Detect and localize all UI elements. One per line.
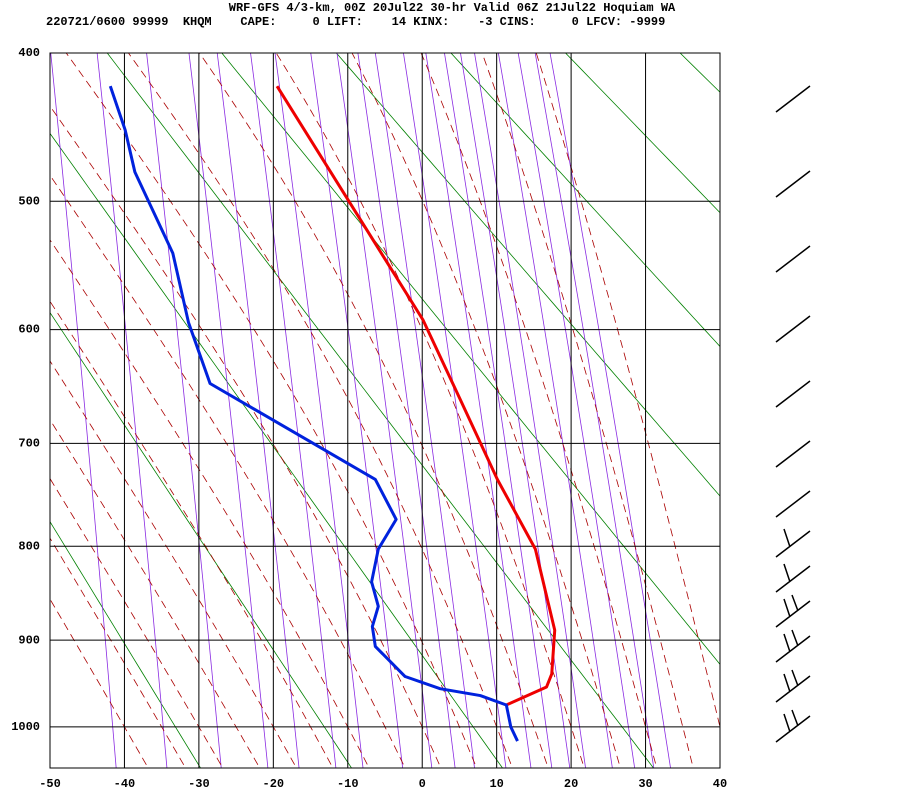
moist-adiabat (50, 300, 334, 768)
y-tick-label: 400 (18, 46, 40, 60)
chart-title: WRF-GFS 4/3-km, 00Z 20Jul22 30-hr Valid … (229, 1, 676, 15)
mixing-ratio-line (517, 53, 636, 768)
wind-barb (775, 709, 811, 743)
wind-barb (775, 380, 811, 408)
moist-adiabat (50, 477, 224, 768)
y-tick-label: 600 (18, 323, 40, 337)
wind-barbs (775, 85, 811, 743)
y-tick-label: 800 (18, 539, 40, 553)
mixing-ratio-line (357, 53, 456, 768)
x-tick-label: -50 (39, 777, 61, 791)
profile-line (275, 85, 557, 707)
moist-adiabat (50, 598, 149, 768)
x-tick-label: 10 (489, 777, 503, 791)
x-tick-label: -10 (337, 777, 359, 791)
x-tick-label: -20 (263, 777, 285, 791)
mixing-ratio-line (310, 53, 404, 768)
dry-adiabat (891, 37, 900, 776)
wind-barb (775, 629, 811, 663)
mixing-ratio-line (50, 53, 117, 768)
mixing-ratio-line (460, 53, 571, 768)
moist-adiabat (50, 419, 261, 768)
wind-barb (775, 594, 811, 628)
moist-adiabat (481, 53, 694, 768)
mixing-ratio-line (374, 53, 475, 768)
y-tick-label: 500 (18, 194, 40, 208)
x-tick-label: 30 (638, 777, 652, 791)
dry-adiabat (50, 311, 353, 768)
dry-adiabat (335, 53, 720, 497)
moist-adiabat (50, 537, 187, 768)
mixing-ratio-line (216, 53, 300, 768)
moist-adiabat (351, 53, 621, 768)
dry-adiabat (50, 132, 503, 768)
wind-barb (775, 563, 811, 593)
dry-adiabat (564, 53, 720, 214)
mixing-ratio-line (549, 53, 671, 768)
moist-adiabat (535, 53, 720, 729)
mixing-ratio-line (444, 53, 553, 768)
mixing-ratio-line (250, 53, 337, 768)
x-tick-label: -30 (188, 777, 210, 791)
wind-barb (775, 490, 811, 518)
wind-barb (775, 85, 811, 113)
dry-adiabat (777, 37, 900, 776)
dry-adiabat (50, 520, 202, 768)
mixing-ratio-line (188, 53, 269, 768)
moist-adiabat (127, 53, 513, 768)
wind-barb (775, 528, 811, 558)
dry-adiabat (106, 53, 654, 768)
moist-adiabat (198, 53, 549, 768)
moist-adiabat (50, 360, 297, 768)
plot-frame (49, 52, 721, 769)
moist-adiabat (50, 105, 442, 768)
moist-adiabat (420, 53, 658, 768)
wind-barb (775, 315, 811, 343)
dry-adiabat (679, 53, 720, 93)
mixing-ratio-line (497, 53, 613, 768)
y-tick-label: 1000 (11, 720, 40, 734)
mixing-ratio-line (403, 53, 507, 768)
profile-line (108, 85, 519, 742)
x-tick-label: -40 (114, 777, 136, 791)
mixing-ratio-line (474, 53, 586, 768)
mixing-ratio-line (146, 53, 222, 768)
y-tick-label: 700 (18, 437, 40, 451)
thermo-lines (50, 37, 900, 776)
moist-adiabat (50, 174, 406, 768)
dry-adiabat (221, 53, 720, 665)
wind-barb (775, 170, 811, 198)
chart-subtitle: 220721/0600 99999 KHQM CAPE: 0 LIFT: 14 … (46, 15, 665, 29)
mixing-ratio-line (534, 53, 655, 768)
x-tick-label: 0 (419, 777, 426, 791)
mixing-ratio-line (425, 53, 532, 768)
moist-adiabat (65, 53, 478, 768)
x-tick-label: 40 (713, 777, 727, 791)
wind-barb (775, 669, 811, 703)
x-tick-label: 20 (564, 777, 578, 791)
moist-adiabat (275, 53, 585, 768)
dry-adiabat (450, 53, 720, 348)
wind-barb (775, 245, 811, 273)
wind-barb (775, 440, 811, 468)
y-tick-label: 900 (18, 633, 40, 647)
mixing-ratio-line (274, 53, 364, 768)
moist-adiabat (50, 239, 370, 768)
mixing-ratio-line (96, 53, 168, 768)
